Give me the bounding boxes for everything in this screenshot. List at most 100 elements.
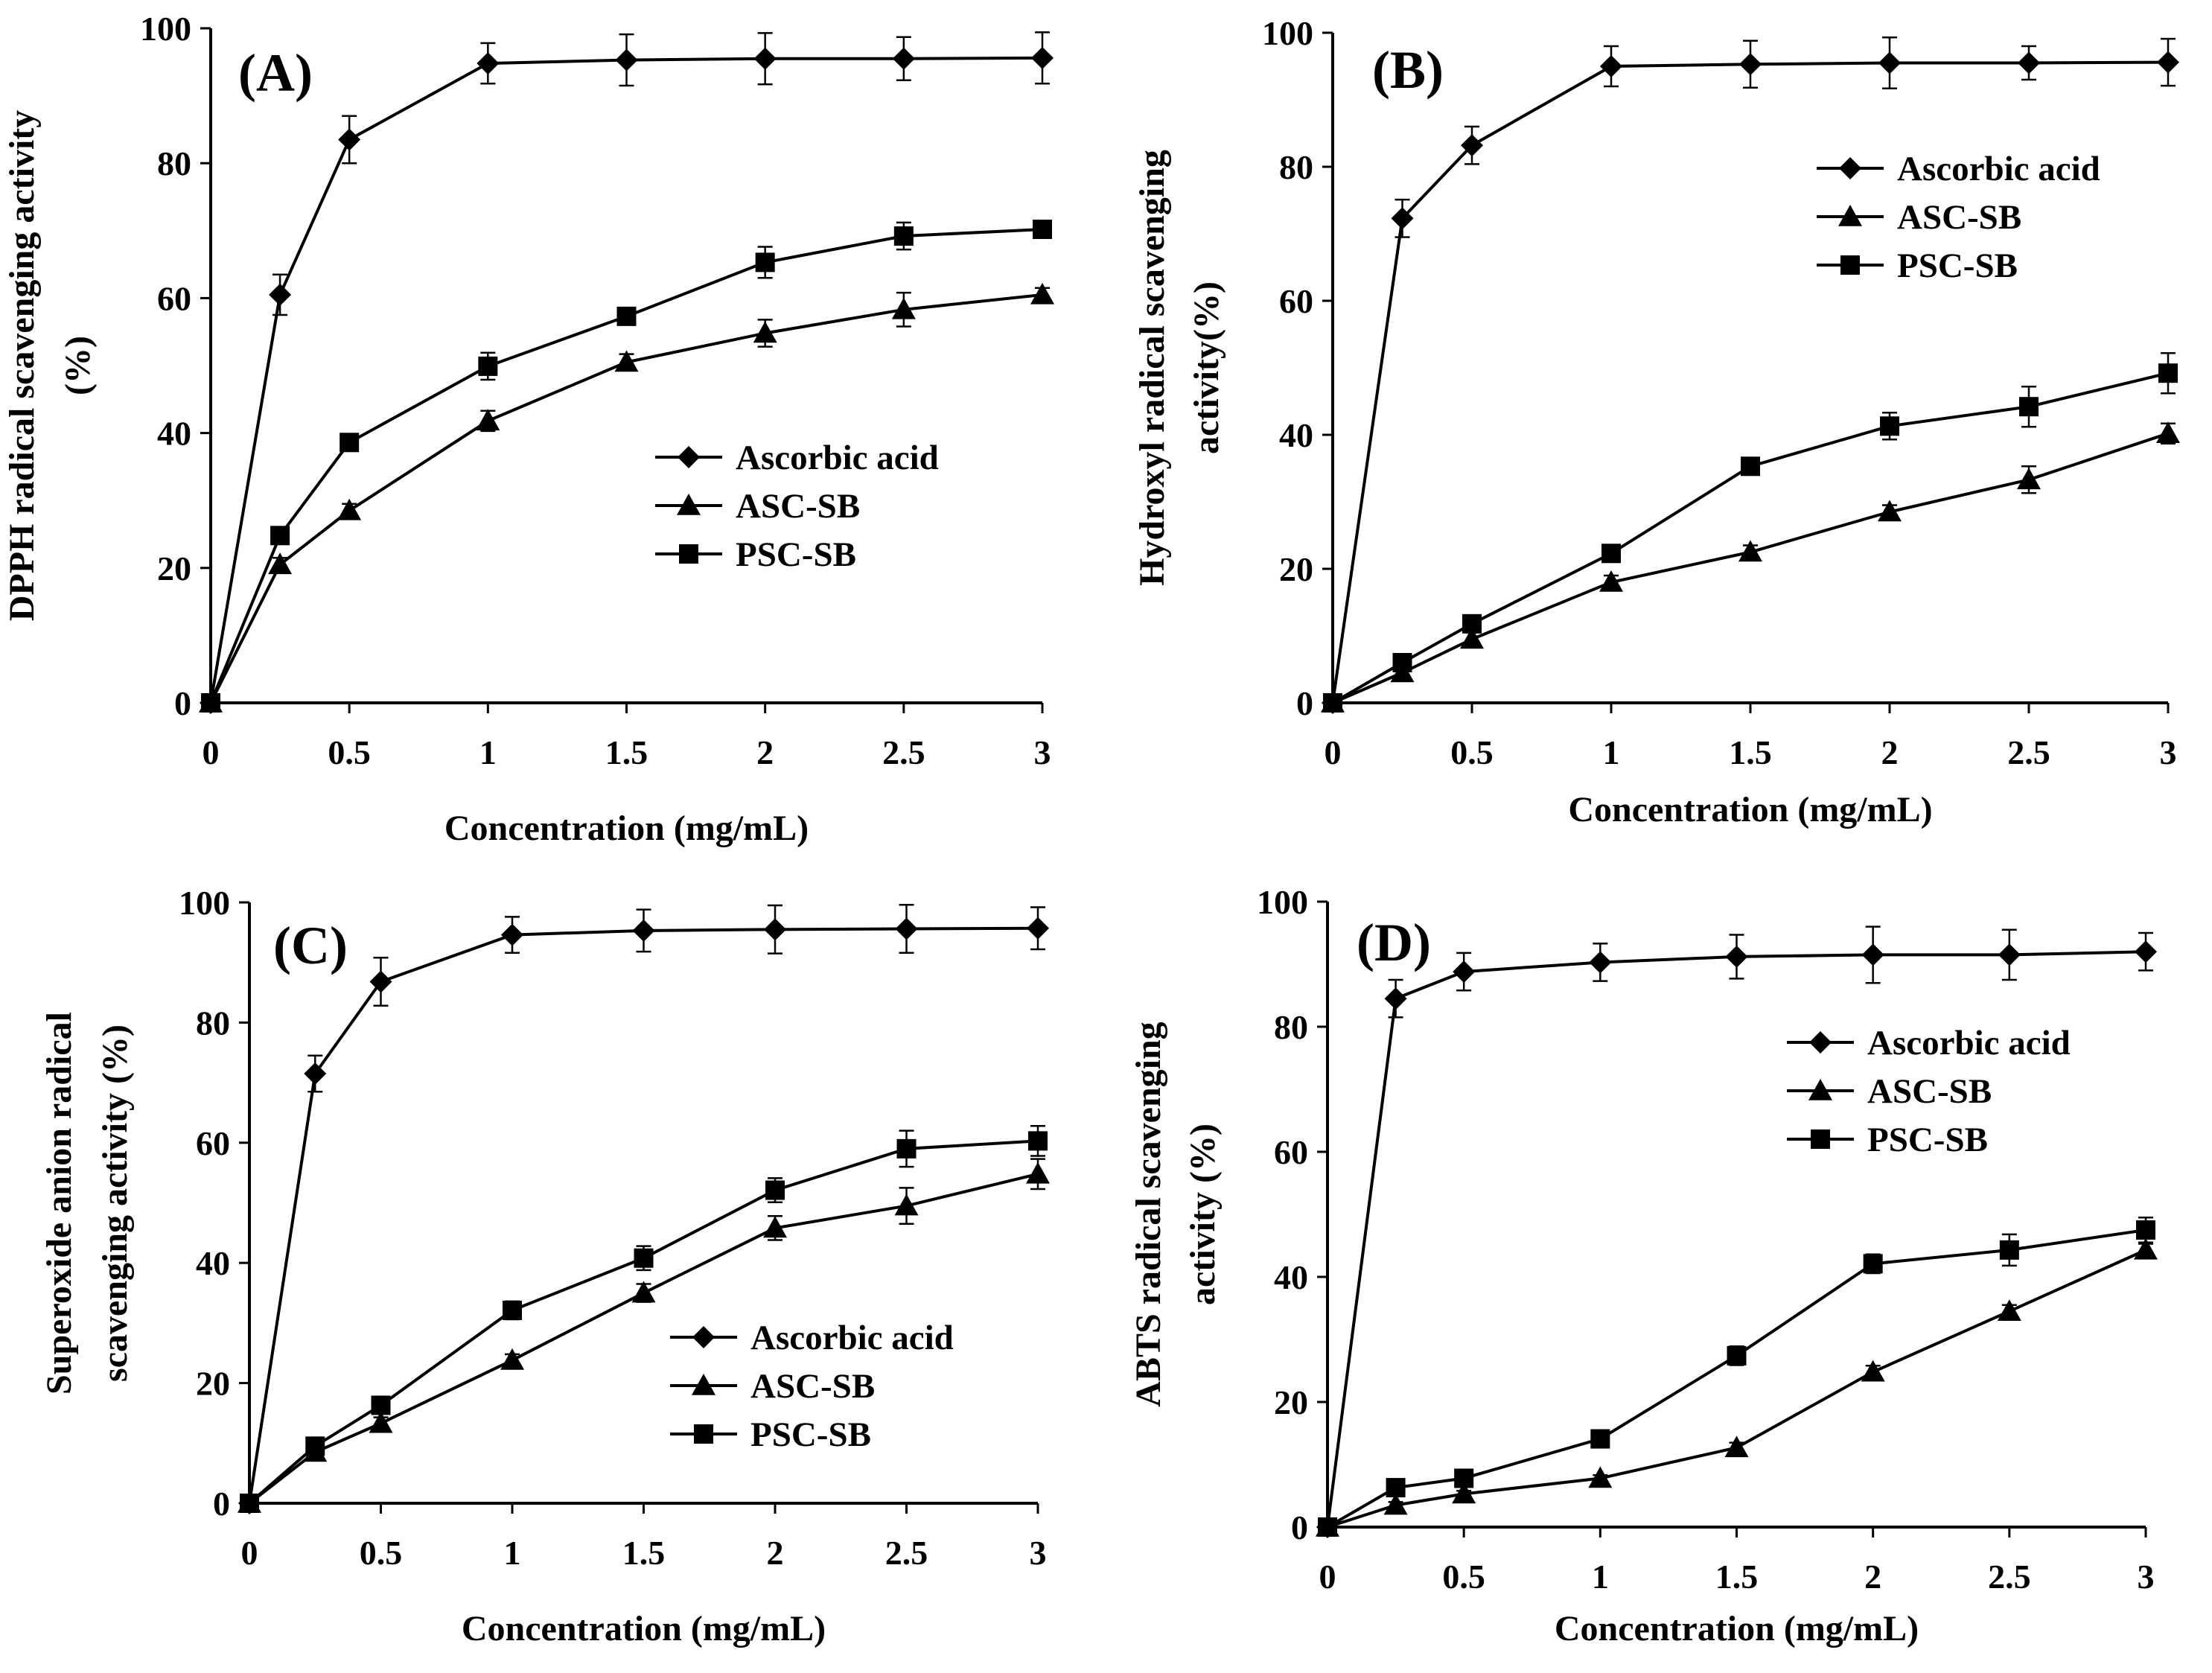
panel-d-series-psc-sb-point-2 — [1454, 1468, 1474, 1488]
panel-a-series-asc-sb-point-3 — [476, 409, 500, 431]
panel-a-y-tick-label-60: 60 — [157, 279, 191, 317]
panel-d-y-tick-label-100: 100 — [1257, 883, 1308, 921]
panel-b-series-ascorbic-acid-point-5 — [1878, 51, 1901, 74]
panel-b-y-axis-title-line1: Hydroxyl radical scavenging — [1132, 150, 1172, 586]
panel-d-x-tick-label-2: 2 — [1864, 1558, 1881, 1596]
panel-d-legend-label-psc-sb: PSC-SB — [1867, 1121, 1988, 1159]
panel-a-series-asc-sb — [199, 282, 1054, 713]
panel-b-series-ascorbic-acid-point-7 — [2157, 51, 2179, 74]
panel-b-legend-marker-asc-sb — [1838, 205, 1862, 226]
panel-a-label: (A) — [238, 43, 313, 103]
panel-c-x-tick-label-0: 0 — [241, 1534, 258, 1572]
panel-d-x-tick-label-1: 1 — [1592, 1558, 1609, 1596]
panel-b: 0 20 40 60 80 100 0 0.5 1 1.5 2 2.5 3 Concentration (… — [1132, 14, 2180, 829]
panel-a-x-tick-label-0: 0 — [203, 733, 220, 771]
panel-c-series-ascorbic-acid-point-1 — [304, 1062, 327, 1085]
panel-a-series-psc-sb-point-4 — [616, 306, 637, 326]
panel-a-legend-label-asc-sb: ASC-SB — [736, 487, 860, 526]
panel-d-y-axis-title-line2: activity (%) — [1183, 1124, 1223, 1305]
panel-a-series-asc-sb-point-7 — [1030, 282, 1054, 305]
panel-a-series-ascorbic-acid-point-6 — [892, 47, 915, 70]
panel-b-x-tick-label-0.5: 0.5 — [1450, 733, 1494, 771]
panel-b-series-asc-sb — [1321, 421, 2180, 713]
panel-b-series-psc-sb — [1323, 351, 2178, 713]
panel-c-x-tick-label-1: 1 — [504, 1534, 521, 1572]
panel-a-series-asc-sb-point-1 — [268, 552, 293, 575]
panel-a-y-tick-label-0: 0 — [174, 684, 191, 722]
panel-b-series-asc-sb-point-6 — [2017, 468, 2041, 490]
panel-b-series-psc-sb-point-0 — [1323, 693, 1342, 713]
panel-c-series-asc-sb-point-6 — [894, 1194, 919, 1216]
panel-c-series-psc-sb-point-0 — [240, 1494, 259, 1513]
panel-c-series-asc-sb-point-4 — [631, 1281, 656, 1303]
panel-a-legend-marker-psc-sb — [679, 544, 698, 564]
panel-b-series-ascorbic-acid-point-1 — [1391, 207, 1414, 230]
panel-b-series-psc-sb-point-7 — [2158, 363, 2178, 383]
panel-a-x-tick-label-2: 2 — [756, 733, 774, 771]
panel-c-legend-label-psc-sb: PSC-SB — [750, 1415, 871, 1454]
panel-c-series-psc-sb-line — [248, 1139, 1039, 1505]
panel-a-series-ascorbic-acid-point-4 — [615, 48, 638, 71]
panel-b-series-asc-sb-point-4 — [1738, 540, 1762, 562]
panel-d-y-tick-label-60: 60 — [1274, 1133, 1308, 1171]
panel-a-series-ascorbic-acid-point-5 — [753, 47, 777, 70]
panel-d-series-ascorbic-acid-point-1 — [1384, 987, 1407, 1010]
panel-c-y-axis-title-line2: scavenging activity (%) — [95, 1024, 135, 1382]
panel-b-series-psc-sb-point-5 — [1880, 416, 1899, 436]
panel-d-series-ascorbic-acid-point-3 — [1589, 951, 1612, 974]
panel-d-y-tick-label-80: 80 — [1274, 1008, 1308, 1046]
panel-a-series-ascorbic-acid-point-1 — [269, 283, 292, 306]
panel-c-legend: Ascorbic acid ASC-SB PSC-SB — [670, 1319, 954, 1454]
panel-c-series-asc-sb-line — [248, 1172, 1039, 1505]
panel-c-series-ascorbic-acid-line — [248, 926, 1039, 1504]
panel-d-series-ascorbic-acid-point-2 — [1453, 960, 1476, 984]
panel-a-series-asc-sb-point-6 — [891, 297, 916, 319]
panel-c-legend-label-asc-sb: ASC-SB — [750, 1367, 875, 1406]
panel-b-series-psc-sb-point-3 — [1601, 544, 1621, 564]
panel-d-series-asc-sb-line — [1327, 1249, 2146, 1529]
panel-c-series-ascorbic-acid-point-4 — [632, 919, 655, 942]
panel-b-series-ascorbic-acid — [1322, 36, 2179, 714]
panel-a-legend: Ascorbic acid ASC-SB PSC-SB — [655, 439, 939, 574]
panel-b-series-ascorbic-acid-point-4 — [1739, 53, 1762, 76]
panel-d-series-asc-sb-point-6 — [1997, 1299, 2021, 1321]
panel-b-legend-label-ascorbic-acid: Ascorbic acid — [1897, 150, 2100, 188]
panel-d-y-tick-label-20: 20 — [1274, 1383, 1308, 1421]
panel-b-x-axis-title: Concentration (mg/mL) — [1568, 790, 1932, 829]
panel-d-x-tick-label-2.5: 2.5 — [1988, 1558, 2031, 1596]
panel-c-legend-marker-ascorbic-acid — [692, 1326, 715, 1348]
panel-a-series-ascorbic-acid-point-7 — [1031, 46, 1054, 69]
panel-c-x-tick-label-2: 2 — [767, 1534, 784, 1572]
panel-a-legend-marker-asc-sb — [677, 494, 701, 515]
panel-d-series-asc-sb-point-5 — [1861, 1360, 1885, 1382]
panel-d-series-psc-sb-point-6 — [1999, 1240, 2019, 1260]
panel-b-series-ascorbic-acid-line — [1331, 60, 2169, 704]
panel-d-series-psc-sb-point-3 — [1590, 1429, 1610, 1449]
panel-a-series-ascorbic-acid-line — [209, 56, 1043, 704]
panel-c-series-psc-sb-point-4 — [634, 1248, 654, 1268]
panel-a-legend-marker-ascorbic-acid — [678, 446, 700, 468]
panel-a-series-psc-sb-point-2 — [340, 433, 360, 453]
panel-b-y-tick-label-100: 100 — [1262, 14, 1313, 52]
panel-b-series-ascorbic-acid-point-2 — [1461, 134, 1483, 157]
panel-c-legend-label-ascorbic-acid: Ascorbic acid — [750, 1319, 954, 1357]
panel-a-series-psc-sb-line — [209, 227, 1043, 704]
panel-d-series-asc-sb-point-2 — [1452, 1482, 1476, 1504]
panel-a-x-axis-title: Concentration (mg/mL) — [444, 809, 809, 848]
panel-d-series-asc-sb-point-3 — [1588, 1466, 1613, 1488]
panel-d-y-tick-label-40: 40 — [1274, 1258, 1308, 1296]
panel-d-series-psc-sb — [1318, 1216, 2155, 1537]
panel-d-series-ascorbic-acid-point-6 — [1998, 943, 2021, 966]
panel-a-series-psc-sb-point-7 — [1033, 219, 1052, 239]
panel-d-y-tick-label-0: 0 — [1291, 1508, 1308, 1546]
panel-d-series-psc-sb-point-5 — [1863, 1254, 1883, 1274]
panel-d-series-psc-sb-line — [1326, 1229, 2146, 1529]
panel-d: 0 20 40 60 80 100 0 0.5 1 1.5 2 2.5 3 Concentration (… — [1129, 883, 2158, 1648]
panel-c-series-ascorbic-acid-point-5 — [764, 918, 786, 941]
panel-a-series-psc-sb-point-3 — [478, 356, 498, 376]
panel-a-legend-label-psc-sb: PSC-SB — [736, 535, 856, 574]
panel-b-legend-label-psc-sb: PSC-SB — [1897, 246, 2018, 285]
panel-c-series-ascorbic-acid-point-3 — [501, 923, 523, 946]
panel-b-y-tick-label-60: 60 — [1279, 282, 1313, 320]
panel-d-x-tick-label-1.5: 1.5 — [1715, 1558, 1759, 1596]
